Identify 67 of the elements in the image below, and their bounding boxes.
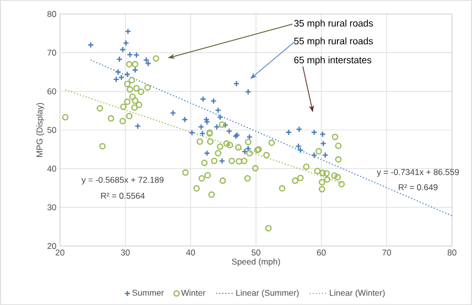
point xyxy=(119,46,126,53)
point xyxy=(216,114,224,120)
y-tick-label: 80 xyxy=(47,11,56,17)
point xyxy=(204,150,210,156)
point xyxy=(244,145,252,152)
point xyxy=(134,122,141,130)
point xyxy=(322,152,328,158)
point xyxy=(226,128,232,134)
y-tick-label: 30 xyxy=(47,204,56,210)
point xyxy=(285,129,292,136)
annotation: y = -0.5685x + 72.189 xyxy=(82,176,164,184)
point xyxy=(200,96,206,102)
annotation: 55 mph rural roads xyxy=(294,37,373,46)
point xyxy=(188,129,196,136)
point xyxy=(144,60,152,67)
point xyxy=(116,56,123,62)
point xyxy=(319,131,326,138)
point xyxy=(214,124,220,130)
point xyxy=(210,98,217,104)
point xyxy=(310,152,318,158)
point xyxy=(87,42,94,48)
x-tick-label: 40 xyxy=(186,250,196,256)
annotation: 35 mph rural roads xyxy=(294,20,373,28)
y-axis-title: MPG (Display) xyxy=(36,103,44,157)
annotation: 65 mph interstates xyxy=(294,56,372,66)
point xyxy=(199,130,206,137)
x-tick-label: 60 xyxy=(317,250,326,256)
point xyxy=(222,122,229,128)
x-axis-title: Speed (mph) xyxy=(232,258,280,266)
point xyxy=(297,146,304,154)
x-tick-label: 20 xyxy=(56,250,64,256)
point xyxy=(112,76,120,83)
y-tick-label: 50 xyxy=(47,127,56,133)
point xyxy=(126,51,134,58)
point xyxy=(244,88,252,95)
legend-label: Linear (Summer) xyxy=(236,290,299,298)
point xyxy=(170,110,176,116)
point xyxy=(310,129,318,136)
legend-label: Linear (Winter) xyxy=(330,290,385,298)
x-tick-label: 50 xyxy=(252,250,260,256)
point xyxy=(124,28,132,35)
x-tick-label: 80 xyxy=(448,250,456,256)
point xyxy=(218,158,226,164)
legend-label: Winter xyxy=(181,290,206,296)
point xyxy=(320,140,327,147)
annotation: R² = 0.5564 xyxy=(101,192,145,199)
point xyxy=(296,126,302,132)
y-tick-label: 70 xyxy=(48,50,56,56)
x-tick-label: 70 xyxy=(382,250,392,256)
point xyxy=(143,56,150,64)
point xyxy=(246,134,253,140)
annotation: y = -0.7341x + 86.559 xyxy=(376,169,459,177)
x-tick-label: 30 xyxy=(120,250,130,256)
y-tick-label: 40 xyxy=(47,166,56,172)
annotation: R² = 0.649 xyxy=(398,184,438,190)
point xyxy=(133,52,140,58)
y-tick-label: 20 xyxy=(47,243,56,249)
point xyxy=(132,66,138,74)
y-tick-label: 60 xyxy=(48,88,56,94)
legend-label: Summer xyxy=(132,290,164,296)
point xyxy=(124,71,131,78)
point xyxy=(198,124,204,130)
point xyxy=(233,80,240,87)
point xyxy=(182,116,188,123)
point xyxy=(122,40,130,46)
point xyxy=(214,107,222,114)
point xyxy=(295,143,302,150)
